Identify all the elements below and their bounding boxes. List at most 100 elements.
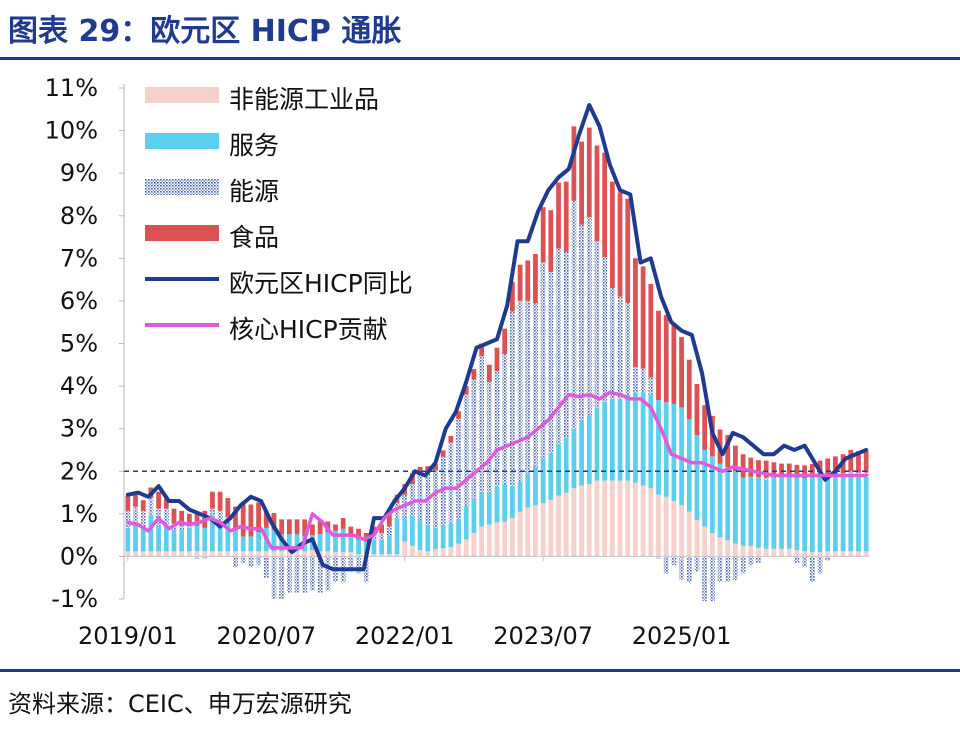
bar-services [510,486,515,519]
bar-services [140,527,146,552]
bar-non-energy-industrial [756,547,761,557]
x-tick-label: 2023/07 [493,622,593,650]
bar-energy [594,241,600,408]
bar-services [686,419,692,512]
bar-energy [763,477,769,480]
bar-food [379,524,385,533]
bar-food [463,386,469,395]
bar-non-energy-industrial [310,550,315,557]
bar-food [156,491,161,509]
y-tick-label: -1% [51,585,98,613]
bar-services [825,475,831,552]
bar-non-energy-industrial [510,518,515,557]
x-tick-label: 2020/07 [216,622,316,650]
bar-non-energy-industrial [817,552,823,557]
bar-services [240,536,246,552]
bar-food [456,411,461,419]
bar-services [433,527,438,550]
legend-label: 能源 [229,177,280,206]
bar-non-energy-industrial [525,507,531,557]
bar-energy [363,556,369,582]
bar-services [548,452,554,500]
y-tick-label: 5% [60,330,98,358]
bar-food [240,504,246,537]
bar-food [133,492,138,507]
y-tick-label: 11% [45,74,98,102]
bar-services [486,492,492,525]
legend-line-hicp [145,277,219,281]
bar-services [725,466,731,541]
bar-non-energy-industrial [248,551,254,557]
bar-non-energy-industrial [286,551,292,557]
bar-food [571,126,577,201]
bar-energy [317,556,323,593]
bar-energy [563,251,569,438]
bar-services [125,527,131,552]
bar-food [448,435,454,443]
bar-services [279,534,285,552]
bar-energy [717,556,723,582]
bar-food [210,491,215,509]
bar-non-energy-industrial [556,495,561,557]
bar-non-energy-industrial [217,551,223,557]
title-rule [0,57,960,60]
bar-food [371,526,377,533]
bar-energy [494,371,500,487]
bar-non-energy-industrial [225,551,231,557]
bar-food [771,462,777,476]
source-rule [0,669,960,672]
bar-energy [456,418,461,519]
bar-services [133,523,138,552]
bar-energy [609,288,615,399]
bar-non-energy-industrial [533,505,538,557]
bar-food [271,512,277,531]
bar-energy [602,257,608,402]
bar-non-energy-industrial [440,548,446,557]
bar-food [740,454,746,478]
bar-non-energy-industrial [340,552,346,557]
bar-non-energy-industrial [140,551,146,557]
bar-food [763,460,769,478]
bar-non-energy-industrial [186,551,192,557]
bar-energy [686,556,692,582]
bar-services [325,532,331,552]
bar-energy [279,556,285,599]
bar-non-energy-industrial [348,552,354,557]
bar-services [317,534,323,552]
bar-services [456,518,461,544]
bar-food [340,518,346,529]
bar-services [202,527,208,552]
bar-services [417,520,423,551]
bar-energy [417,475,423,521]
y-tick-label: 9% [60,159,98,187]
bar-non-energy-industrial [125,551,131,557]
legend-label: 服务 [229,131,280,160]
y-tick-label: 2% [60,457,98,485]
bar-services [609,398,615,481]
bar-food [356,528,361,540]
bar-energy [163,508,169,524]
bar-non-energy-industrial [633,482,638,557]
bar-food [563,181,569,252]
bar-food [317,519,323,535]
y-tick-label: 8% [60,202,98,230]
bar-non-energy-industrial [779,548,784,557]
bar-energy [133,506,138,524]
bar-services [525,473,531,508]
bar-non-energy-industrial [548,499,554,557]
bar-non-energy-industrial [494,522,500,557]
bar-services [410,515,415,546]
bar-food [633,258,638,367]
bar-non-energy-industrial [471,533,477,557]
bar-non-energy-industrial [502,521,508,557]
line-core [126,390,868,550]
bar-food [786,463,792,477]
bar-non-energy-industrial [256,551,261,557]
bar-services [233,530,238,552]
bar-services [648,394,654,489]
bar-food [440,450,446,457]
bar-non-energy-industrial [379,554,385,557]
bar-non-energy-industrial [686,511,692,557]
bar-food [171,508,177,524]
bar-energy [463,394,469,506]
